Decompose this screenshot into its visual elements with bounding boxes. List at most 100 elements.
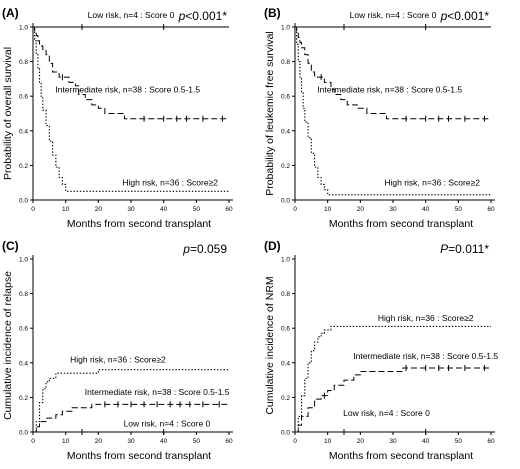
series-0: High risk, n=36 : Score≥2 [295,313,491,433]
series-label: Low risk, n=4 : Score 0 [88,10,175,20]
y-tick-label: 0.2 [281,163,290,170]
series-line [295,26,491,120]
axes: 0.0 0.2 0.4 0.6 0.8 1.0 0 10 20 30 40 50 60 [19,23,233,213]
x-tick-label: 50 [455,438,463,445]
x-tick-label: 20 [357,206,365,213]
y-tick-label: 0.8 [281,291,290,298]
y-tick-label: 1.0 [19,25,28,32]
y-tick-label: 0.6 [19,94,28,101]
x-tick-label: 30 [389,438,397,445]
x-tick-label: 40 [422,438,430,445]
y-tick-label: 0.0 [281,198,290,205]
p-value-number: <0.001* [185,9,227,23]
x-tick-label: 40 [160,206,168,213]
y-axis-label: Probability of leukemic free survival [264,31,276,196]
y-tick-label: 0.2 [281,395,290,402]
y-tick-label: 0.0 [19,430,28,437]
series-label: Intermediate risk, n=38 : Score 0.5-1.5 [353,351,498,361]
p-value-number: <0.001* [447,9,489,23]
series-label: Intermediate risk, n=38 : Score 0.5-1.5 [85,387,230,397]
series-line [295,325,491,433]
series-line [295,26,491,196]
x-tick-label: 40 [422,206,430,213]
x-tick-label: 10 [62,206,70,213]
p-value: p<0.001* [440,9,490,23]
chart-panel-3: (D) P=0.011* 0.0 0.2 0.4 0.6 0.8 1.0 0 10 20 30 40 50… [264,239,498,462]
series-label: High risk, n=36 : Score≥2 [70,354,166,364]
x-tick-label: 30 [127,438,135,445]
x-tick-label: 0 [293,438,297,445]
x-tick-label: 0 [31,206,35,213]
series-line [33,369,229,433]
chart-panel-0: (A) p<0.001* 0.0 0.2 0.4 0.6 0.8 1.0 0 10 20 30 40 50… [2,6,233,230]
x-tick-label: 20 [95,206,103,213]
p-value-prefix: p [440,9,448,23]
x-tick-label: 10 [324,206,332,213]
y-tick-label: 0.2 [19,163,28,170]
series-label: Low risk, n=4 : Score 0 [343,408,430,418]
y-tick-label: 0.4 [19,360,28,367]
series-line [33,403,229,433]
y-tick-label: 0.6 [19,326,28,333]
panel-label: (A) [2,6,19,20]
y-tick-label: 1.0 [19,257,28,264]
x-tick-label: 20 [357,438,365,445]
x-tick-label: 0 [293,206,297,213]
y-axis-label: Cumulative incidence of relapse [2,271,14,420]
series-2: High risk, n=36 : Score≥2 [33,26,229,192]
x-tick-label: 60 [487,438,495,445]
series-2: Low risk, n=4 : Score 0 [33,418,229,435]
y-tick-label: 0.6 [281,326,290,333]
series-line [295,367,491,433]
p-value-prefix: p [182,242,190,256]
series-line [33,26,229,120]
x-tick-label: 30 [389,206,397,213]
y-tick-label: 0.4 [281,360,290,367]
series-1: Intermediate risk, n=38 : Score 0.5-1.5 [33,26,229,122]
chart-panel-2: (C) p=0.059 0.0 0.2 0.4 0.6 0.8 1.0 0 10 20 30 40 50 6… [2,239,233,462]
series-1: Intermediate risk, n=38 : Score 0.5-1.5 [33,387,230,433]
y-tick-label: 1.0 [281,25,290,32]
series-label: Intermediate risk, n=38 : Score 0.5-1.5 [55,84,200,94]
panel-label: (D) [264,239,281,253]
y-tick-label: 0.4 [281,128,290,135]
y-tick-label: 0.8 [19,291,28,298]
y-tick-label: 0.2 [19,395,28,402]
p-value: p<0.001* [178,9,228,23]
x-axis-label: Months from second transplant [67,450,211,462]
x-tick-label: 60 [225,206,233,213]
x-axis-label: Months from second transplant [67,218,211,230]
p-value-number: =0.011* [448,242,489,256]
y-tick-label: 1.0 [281,257,290,264]
x-axis-label: Months from second transplant [329,218,473,230]
x-tick-label: 20 [95,438,103,445]
y-tick-label: 0.4 [19,128,28,135]
series-line [33,26,229,192]
x-axis-label: Months from second transplant [329,450,473,462]
y-tick-label: 0.8 [19,59,28,66]
p-value: P=0.011* [440,242,489,256]
x-tick-label: 10 [324,438,332,445]
chart-panel-1: (B) p<0.001* 0.0 0.2 0.4 0.6 0.8 1.0 0 10 20 30 40 50… [264,6,495,230]
p-value-prefix: P [440,242,448,256]
x-tick-label: 50 [193,438,201,445]
y-tick-label: 0.8 [281,59,290,66]
axes: 0.0 0.2 0.4 0.6 0.8 1.0 0 10 20 30 40 50 60 [281,23,495,213]
series-label: Low risk, n=4 : Score 0 [124,418,211,428]
series-label: High risk, n=36 : Score≥2 [122,178,218,188]
y-tick-label: 0.6 [281,94,290,101]
x-tick-label: 30 [127,206,135,213]
panel-label: (C) [2,239,19,253]
series-1: Intermediate risk, n=38 : Score 0.5-1.5 [295,351,498,433]
series-label: High risk, n=36 : Score≥2 [384,178,480,188]
p-value-number: =0.059 [190,242,227,256]
y-tick-label: 0.0 [281,430,290,437]
x-tick-label: 50 [455,206,463,213]
series-1: Intermediate risk, n=38 : Score 0.5-1.5 [295,26,491,122]
series-label: Low risk, n=4 : Score 0 [350,10,437,20]
x-tick-label: 10 [62,438,70,445]
series-2: Low risk, n=4 : Score 0 [295,408,491,435]
series-label: High risk, n=36 : Score≥2 [378,313,474,323]
